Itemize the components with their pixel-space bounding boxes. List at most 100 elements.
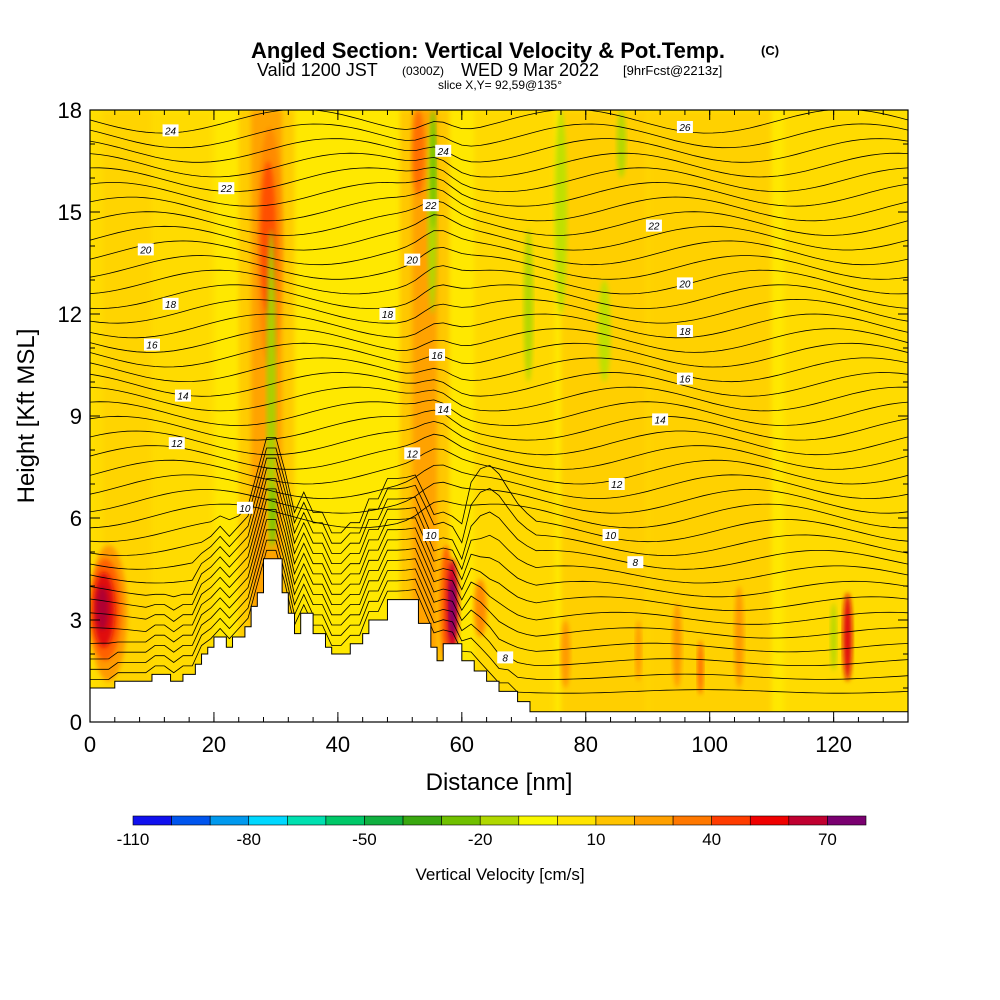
colorbar-swatch <box>171 815 211 826</box>
theta-contour <box>90 468 908 584</box>
theta-contour <box>90 478 908 598</box>
theta-contour <box>90 342 908 368</box>
y-tick-label: 0 <box>70 710 82 735</box>
colorbar-label: Vertical Velocity [cm/s] <box>415 865 584 884</box>
theta-contour <box>90 437 908 543</box>
velocity-cell <box>474 579 487 637</box>
contour-label-bg <box>627 556 644 569</box>
colorbar-tick-label: -50 <box>352 830 377 849</box>
colorbar-tick-label: 10 <box>586 830 605 849</box>
theta-contour <box>90 265 908 295</box>
contour-label-bg <box>602 529 619 541</box>
contour-label: 20 <box>678 279 691 290</box>
theta-contour <box>90 313 908 339</box>
contour-label-bg <box>608 478 625 490</box>
colorbar-tick-label: -20 <box>468 830 493 849</box>
contour-label-bg <box>676 121 693 133</box>
contour-label: 14 <box>177 392 189 403</box>
colorbar-swatch <box>788 815 828 826</box>
contour-label: 10 <box>239 504 251 515</box>
velocity-cell <box>842 592 853 682</box>
theta-contour <box>90 298 908 324</box>
subtitle-forecast: [9hrFcst@2213z] <box>623 63 722 78</box>
colorbar-swatch <box>364 815 404 826</box>
theta-contour <box>90 420 908 456</box>
velocity-cell <box>616 110 627 178</box>
theta-contour <box>90 447 908 556</box>
theta-contour <box>90 230 908 266</box>
theta-contour <box>90 448 908 485</box>
velocity-cell <box>412 110 425 195</box>
contour-label: 12 <box>611 480 623 491</box>
y-axis-ticks: 0 3 6 9 12 15 18 <box>58 98 908 735</box>
colorbar-swatch <box>595 815 635 826</box>
velocity-cell <box>635 620 642 682</box>
contour-label-bg <box>497 651 514 664</box>
colorbar-swatch <box>518 815 558 826</box>
contour-label: 18 <box>679 327 691 338</box>
colorbar-tick-label: 40 <box>702 830 721 849</box>
x-tick-label: 20 <box>202 732 226 757</box>
theta-contour <box>90 200 908 236</box>
colorbar-tick-labels: -110 -80 -50 -20 10 40 70 <box>117 830 837 849</box>
velocity-cell <box>96 586 109 631</box>
x-tick-label: 40 <box>326 732 350 757</box>
theta-contour <box>90 187 908 222</box>
contour-label-bg <box>652 413 669 426</box>
contour-label-bg <box>218 182 235 195</box>
colorbar-swatch <box>441 815 481 826</box>
contour-label: 10 <box>425 531 437 542</box>
contour-label-bg <box>645 219 662 232</box>
y-tick-label: 3 <box>70 608 82 633</box>
theta-contour <box>90 500 908 529</box>
contour-label: 12 <box>171 439 183 450</box>
theta-contour <box>90 399 908 426</box>
velocity-band <box>647 110 772 722</box>
theta-contour <box>90 481 908 514</box>
contour-label-bg <box>422 199 439 212</box>
velocity-band <box>560 110 648 722</box>
contour-label-bg <box>676 325 693 337</box>
contour-label: 22 <box>220 184 233 195</box>
theta-contour <box>90 328 908 353</box>
y-tick-label: 6 <box>70 506 82 531</box>
contour-label: 12 <box>407 449 419 460</box>
contour-label: 8 <box>502 653 508 664</box>
velocity-cell <box>269 483 276 546</box>
contour-label: 8 <box>633 558 639 569</box>
terrain <box>90 558 908 722</box>
contour-label: 16 <box>146 341 158 352</box>
theta-contour <box>90 509 908 639</box>
contour-label-bg <box>162 124 179 137</box>
colorbar-swatch <box>479 815 520 826</box>
contour-label-bg <box>435 403 452 416</box>
contour-label: 16 <box>679 375 691 386</box>
contour-label-bg <box>676 277 693 290</box>
theta-contour <box>90 246 908 280</box>
colorbar-swatch <box>711 815 751 826</box>
x-tick-label: 0 <box>84 732 96 757</box>
contour-label: 24 <box>164 126 177 137</box>
colorbar-swatch <box>325 815 365 826</box>
theta-contour <box>90 152 908 178</box>
contour-label-bg <box>435 144 452 157</box>
contour-label: 20 <box>139 245 152 256</box>
slice-label: slice X,Y= 92,59@135° <box>438 78 562 92</box>
colorbar-swatch <box>287 815 327 826</box>
chart-title: Angled Section: Vertical Velocity & Pot.… <box>251 38 725 63</box>
velocity-cell <box>598 280 611 382</box>
x-tick-label: 100 <box>691 732 728 757</box>
contour-label: 14 <box>438 405 450 416</box>
contour-label-bg <box>676 372 693 385</box>
contour-label-bg <box>168 437 185 450</box>
theta-contour <box>90 214 908 251</box>
contour-label: 22 <box>424 201 437 212</box>
x-axis-label: Distance [nm] <box>426 769 573 796</box>
theta-contour <box>90 488 908 612</box>
colorbar-swatch <box>209 815 250 826</box>
contour-label-bg <box>422 529 439 541</box>
plot-area: 24 24 22 22 22 20 20 20 18 18 18 16 16 16 14 14 14 12 12 12… <box>90 110 908 722</box>
theta-contour <box>90 357 908 383</box>
theta-contours <box>90 110 908 694</box>
